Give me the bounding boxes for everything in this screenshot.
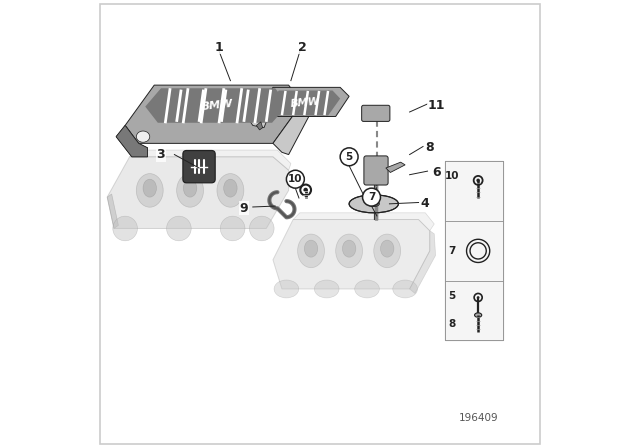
Ellipse shape: [224, 179, 237, 197]
Ellipse shape: [250, 216, 274, 241]
Text: 196409: 196409: [460, 414, 499, 423]
Text: 6: 6: [432, 166, 441, 179]
Circle shape: [476, 179, 480, 182]
Ellipse shape: [349, 195, 398, 213]
Circle shape: [477, 296, 479, 299]
Ellipse shape: [136, 174, 163, 207]
Ellipse shape: [274, 280, 299, 298]
FancyBboxPatch shape: [100, 4, 540, 444]
Polygon shape: [386, 162, 405, 172]
Ellipse shape: [304, 240, 318, 257]
Polygon shape: [410, 231, 436, 293]
Ellipse shape: [298, 234, 324, 268]
Polygon shape: [125, 85, 302, 143]
Text: 10: 10: [288, 174, 303, 184]
Ellipse shape: [143, 179, 157, 197]
Polygon shape: [108, 157, 289, 228]
Polygon shape: [130, 150, 291, 170]
Ellipse shape: [374, 234, 401, 268]
Ellipse shape: [136, 131, 150, 142]
Ellipse shape: [314, 280, 339, 298]
Polygon shape: [116, 125, 148, 157]
Ellipse shape: [184, 179, 197, 197]
Text: BMW: BMW: [200, 99, 234, 112]
Polygon shape: [266, 90, 340, 116]
Text: 9: 9: [239, 202, 248, 215]
Text: 2: 2: [298, 40, 307, 54]
Circle shape: [340, 148, 358, 166]
Text: 8: 8: [426, 141, 434, 155]
Text: 1: 1: [215, 40, 223, 54]
Ellipse shape: [380, 240, 394, 257]
Text: 4: 4: [421, 197, 429, 211]
Text: 11: 11: [428, 99, 445, 112]
Ellipse shape: [393, 280, 417, 298]
Text: 7: 7: [368, 192, 375, 202]
Polygon shape: [248, 110, 269, 128]
Ellipse shape: [475, 313, 482, 317]
Ellipse shape: [113, 216, 138, 241]
FancyBboxPatch shape: [445, 221, 503, 281]
Ellipse shape: [336, 234, 362, 268]
Polygon shape: [260, 87, 349, 116]
FancyBboxPatch shape: [183, 151, 215, 183]
Circle shape: [303, 188, 308, 192]
FancyBboxPatch shape: [362, 105, 390, 121]
Ellipse shape: [368, 201, 380, 207]
Polygon shape: [273, 220, 430, 289]
Ellipse shape: [355, 280, 380, 298]
Text: 5: 5: [346, 152, 353, 162]
Text: 5: 5: [448, 291, 455, 301]
Polygon shape: [145, 88, 288, 123]
Text: 7: 7: [448, 246, 456, 256]
Polygon shape: [257, 122, 262, 130]
Polygon shape: [273, 103, 309, 155]
Polygon shape: [116, 125, 148, 157]
Polygon shape: [108, 194, 118, 228]
Ellipse shape: [177, 174, 204, 207]
Text: 8: 8: [448, 319, 455, 329]
Ellipse shape: [220, 216, 245, 241]
FancyBboxPatch shape: [445, 161, 503, 340]
FancyBboxPatch shape: [445, 281, 503, 340]
Circle shape: [362, 188, 380, 206]
Text: 10: 10: [444, 171, 459, 181]
FancyBboxPatch shape: [364, 156, 388, 185]
Ellipse shape: [342, 240, 356, 257]
Circle shape: [287, 170, 305, 188]
Text: 3: 3: [157, 148, 165, 161]
Text: BMW: BMW: [291, 97, 321, 109]
Ellipse shape: [217, 174, 244, 207]
Ellipse shape: [166, 216, 191, 241]
FancyBboxPatch shape: [445, 161, 503, 221]
Polygon shape: [293, 213, 435, 231]
